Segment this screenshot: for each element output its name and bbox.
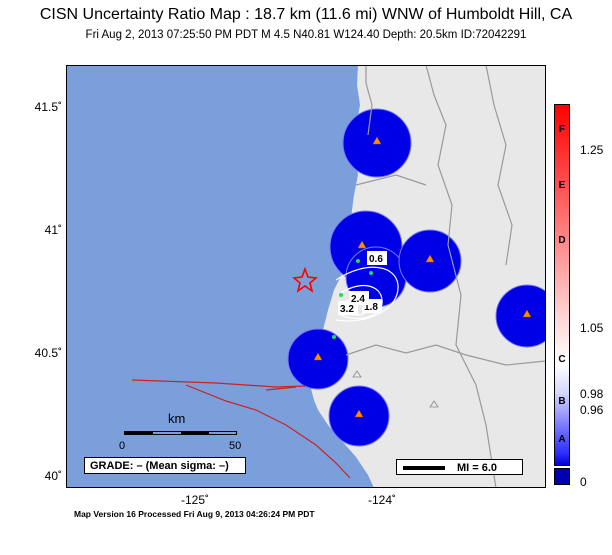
mi-legend-box: MI = 6.0 <box>396 459 523 475</box>
scale-bar-unit: km <box>168 411 186 426</box>
state-borders <box>345 65 546 488</box>
colorbar-value: 0.98 <box>580 387 604 401</box>
station-outline-triangle <box>429 400 439 408</box>
scale-bar-tick-label: 50 <box>229 440 242 452</box>
colorbar-grade-letter: D <box>558 235 566 246</box>
lat-label-41: 41˚ <box>44 223 62 237</box>
scale-bar-tick-label: 0 <box>119 440 126 452</box>
seismic-station-triangle <box>313 352 323 361</box>
seismic-station-triangle <box>425 254 435 263</box>
station-dot <box>369 271 373 275</box>
station-dots <box>332 259 373 339</box>
uncertainty-disc <box>495 284 546 348</box>
epicenter-star <box>292 266 318 293</box>
colorbar-grade-letter: C <box>558 354 566 365</box>
mi-legend-label: MI = 6.0 <box>457 462 498 474</box>
colorbar-grade-letter: F <box>558 124 566 135</box>
scale-bar-segment <box>125 432 153 434</box>
contour-label: 3.2 <box>340 304 354 315</box>
processing-footer: Map Version 16 Processed Fri Aug 9, 2013… <box>74 509 315 519</box>
contour-label-box <box>349 291 369 305</box>
contour-label-box <box>367 251 387 265</box>
lon-label-minus125: -125˚ <box>180 493 209 507</box>
seismic-station-triangle <box>522 309 532 318</box>
station-dot <box>332 335 336 339</box>
other-stations <box>352 370 439 408</box>
contour-label: 0.6 <box>369 254 383 265</box>
colorbar <box>554 104 570 466</box>
scale-bar <box>124 431 237 435</box>
station-triangles <box>313 136 532 418</box>
colorbar-grade-letter: A <box>558 434 566 445</box>
seismic-station-triangle <box>372 136 382 145</box>
colorbar-value: 0.96 <box>580 403 604 417</box>
map-subtitle: Fri Aug 2, 2013 07:25:50 PM PDT M 4.5 N4… <box>85 29 527 41</box>
colorbar-grade-letter: E <box>558 180 566 191</box>
colorbar-value: 0 <box>580 475 587 489</box>
seismic-station-triangle <box>354 409 364 418</box>
ocean-area <box>66 65 374 488</box>
lat-label-41-5: 41.5˚ <box>34 100 62 114</box>
lat-label-40-5: 40.5˚ <box>34 346 62 360</box>
map-title: CISN Uncertainty Ratio Map : 18.7 km (11… <box>39 6 573 23</box>
seismic-station-triangle <box>357 240 367 249</box>
station-dot <box>339 293 343 297</box>
lon-label-minus124: -124˚ <box>367 493 396 507</box>
station-dot <box>356 259 360 263</box>
mi-legend-bar <box>403 466 445 470</box>
contour-labels: 0.6 1.8 3.2 2.4 <box>338 251 387 315</box>
map-canvas: 0.6 1.8 3.2 2.4 <box>66 65 546 488</box>
colorbar-grade-letter: B <box>558 396 566 407</box>
fault-lines <box>131 379 351 479</box>
lat-label-40: 40˚ <box>44 469 62 483</box>
grade-box: GRADE: – (Mean sigma: –) <box>84 457 246 474</box>
contour-label: 2.4 <box>351 294 365 305</box>
colorbar-value: 1.05 <box>580 321 604 335</box>
colorbar-value: 1.25 <box>580 143 604 157</box>
colorbar-zero-swatch <box>554 468 570 485</box>
station-outline-triangle <box>352 370 362 378</box>
scale-bar-segment <box>181 432 209 434</box>
contour-label: 1.8 <box>364 302 378 313</box>
